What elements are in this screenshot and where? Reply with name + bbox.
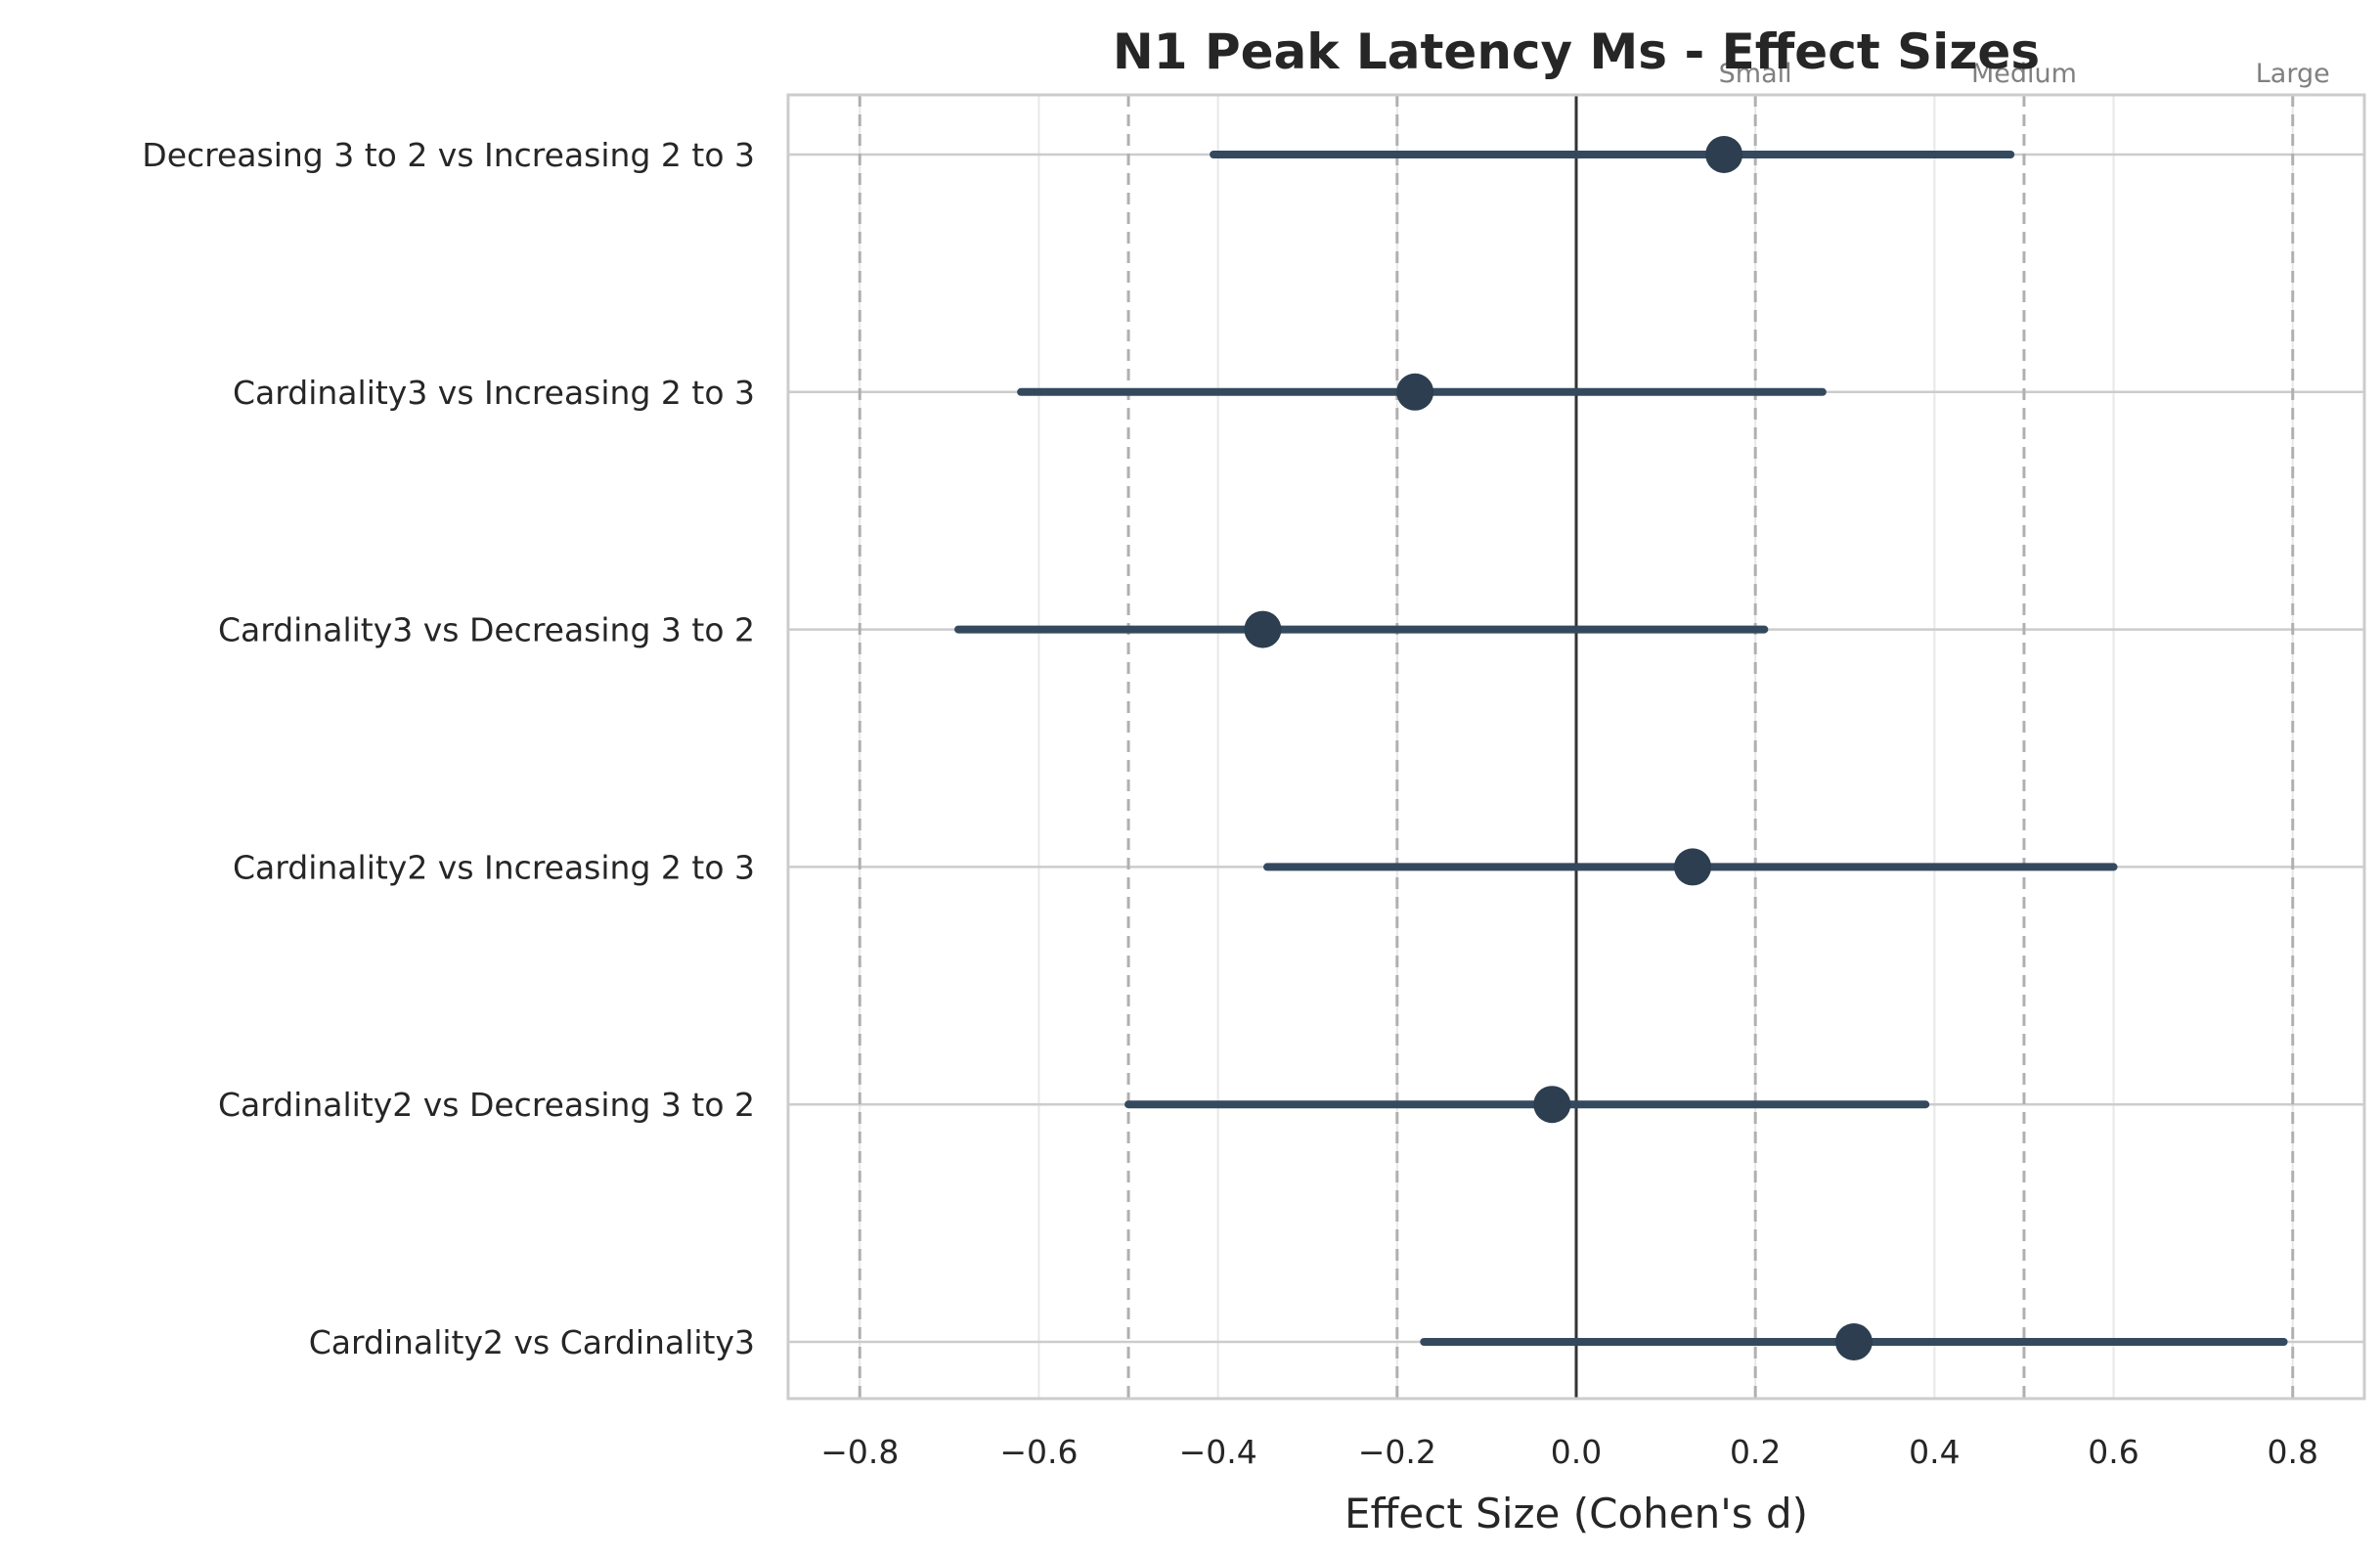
reference-label-medium: Medium [1971,59,2077,89]
effect-point-2 [1244,610,1282,648]
chart-title: N1 Peak Latency Ms - Effect Sizes [1113,23,2040,80]
y-tick-label-4: Cardinality2 vs Decreasing 3 to 2 [218,1086,755,1124]
reference-label-small: Small [1719,59,1792,89]
x-tick-label-4: 0.0 [1551,1433,1602,1471]
x-tick-labels: −0.8 −0.6 −0.4 −0.2 0.0 0.2 0.4 0.6 0.8 [820,1433,2318,1471]
effect-point-4 [1533,1086,1571,1124]
reference-lines [858,95,2295,1399]
effect-markers [1244,136,1873,1360]
reference-line-labels: Small Medium Large [1719,59,2330,89]
effect-point-0 [1705,136,1743,173]
y-tick-label-3: Cardinality2 vs Increasing 2 to 3 [233,848,755,886]
effect-point-3 [1674,848,1712,886]
effect-point-5 [1834,1323,1873,1360]
x-tick-label-1: −0.6 [999,1433,1078,1471]
y-tick-labels: Decreasing 3 to 2 vs Increasing 2 to 3 Ca… [142,136,755,1361]
x-tick-label-0: −0.8 [820,1433,899,1471]
effect-point-1 [1396,373,1434,411]
x-tick-label-8: 0.8 [2267,1433,2317,1471]
x-tick-label-5: 0.2 [1730,1433,1781,1471]
confidence-intervals [954,151,2288,1346]
x-tick-label-6: 0.4 [1909,1433,1960,1471]
x-tick-label-3: −0.2 [1358,1433,1436,1471]
plot-frame [786,93,2366,1401]
x-tick-label-7: 0.6 [2088,1433,2138,1471]
x-tick-label-2: −0.4 [1179,1433,1257,1471]
reference-label-large: Large [2256,59,2330,89]
x-axis-label: Effect Size (Cohen's d) [1344,1490,1808,1537]
y-tick-label-5: Cardinality2 vs Cardinality3 [309,1323,755,1361]
y-tick-label-1: Cardinality3 vs Increasing 2 to 3 [233,374,755,412]
y-tick-label-0: Decreasing 3 to 2 vs Increasing 2 to 3 [142,136,755,174]
y-tick-label-2: Cardinality3 vs Decreasing 3 to 2 [218,611,755,649]
